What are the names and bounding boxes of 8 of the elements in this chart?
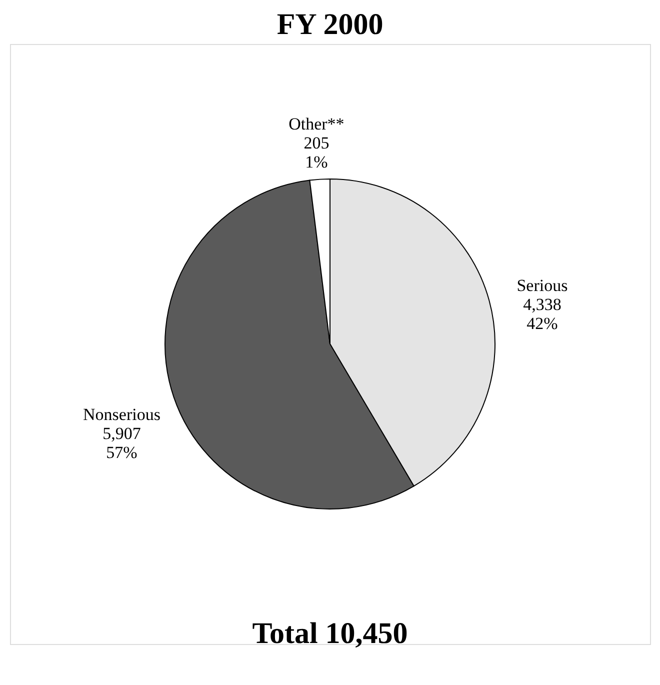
data-label: 4,338 42% (523, 295, 562, 334)
text: Total 10,450 (252, 617, 408, 650)
slice-label: Serious (516, 276, 568, 296)
data-label: 205 1% (304, 133, 330, 172)
chart-title: FY 2000 (276, 8, 384, 41)
data-label: 5,907 57% (102, 424, 142, 462)
slice-label: Nonserious (83, 404, 160, 424)
slice-label: Other** (288, 114, 344, 134)
